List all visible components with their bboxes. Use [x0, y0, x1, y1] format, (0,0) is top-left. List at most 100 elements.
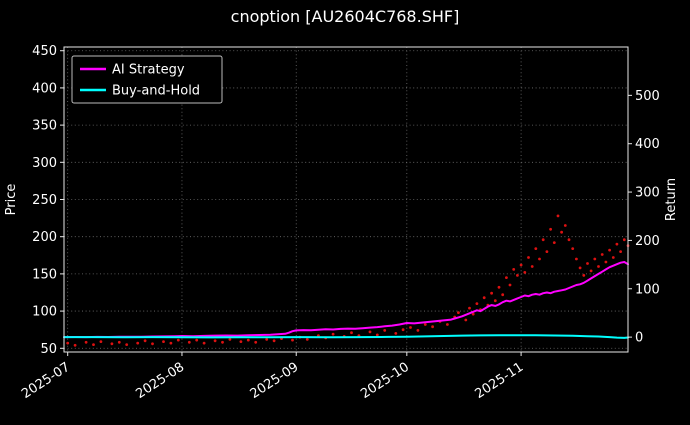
scatter-point: [202, 341, 206, 345]
scatter-point: [431, 325, 434, 329]
y-axis-label-right: Return: [664, 178, 679, 221]
y-right-tick-label: 400: [635, 137, 660, 152]
y-left-tick-label: 400: [32, 81, 57, 96]
scatter-point: [265, 338, 269, 341]
scatter-point: [221, 340, 224, 344]
scatter-point: [195, 338, 199, 342]
scatter-point: [457, 311, 460, 314]
scatter-point: [92, 343, 95, 346]
scatter-point: [246, 338, 250, 342]
legend-label: Buy-and-Hold: [112, 84, 200, 99]
scatter-point: [151, 342, 154, 346]
scatter-point: [368, 330, 372, 334]
scatter-point: [239, 340, 243, 343]
y-left-tick-label: 200: [32, 230, 57, 245]
scatter-point: [423, 323, 427, 326]
scatter-point: [446, 323, 449, 326]
scatter-point: [464, 318, 468, 322]
scatter-point: [331, 332, 335, 336]
scatter-point: [375, 333, 379, 337]
x-tick-label: 2025-08: [133, 360, 187, 402]
scatter-point: [254, 340, 258, 344]
scatter-point: [409, 326, 412, 329]
x-tick-label: 2025-07: [19, 360, 73, 402]
scatter-point: [228, 338, 232, 341]
scatter-point: [545, 250, 549, 254]
scatter-point: [523, 271, 527, 274]
scatter-point: [622, 238, 626, 242]
scatter-point: [291, 338, 294, 342]
scatter-point: [272, 339, 276, 343]
scatter-point: [401, 328, 405, 332]
scatter-point: [73, 343, 77, 347]
scatter-point: [578, 266, 582, 270]
scatter-point: [534, 247, 538, 251]
scatter-point: [394, 332, 398, 335]
scatter-point: [508, 283, 512, 287]
y-right-tick-label: 100: [635, 282, 660, 297]
scatter-point: [549, 227, 552, 231]
scatter-point: [586, 262, 589, 265]
scatter-point: [593, 257, 597, 261]
scatter-point: [66, 341, 70, 345]
scatter-point: [519, 263, 523, 267]
scatter-point: [501, 293, 505, 297]
scatter-point: [600, 253, 604, 256]
scatter-point: [530, 265, 534, 268]
scatter-point: [383, 329, 387, 332]
scatter-point: [117, 340, 121, 344]
x-tick-label: 2025-10: [358, 360, 412, 402]
y-right-tick-label: 500: [635, 89, 660, 104]
scatter-point: [493, 299, 497, 303]
scatter-point: [552, 241, 556, 245]
series-line-ai-strategy: [63, 261, 629, 339]
scatter-point: [169, 341, 173, 345]
scatter-point: [541, 238, 545, 242]
scatter-point: [619, 250, 622, 254]
scatter-point: [213, 339, 217, 343]
x-tick-label: 2025-11: [473, 360, 527, 402]
y-right-tick-label: 0: [635, 331, 643, 346]
scatter-point: [527, 256, 530, 259]
legend: [71, 55, 223, 104]
y-left-tick-label: 100: [32, 305, 57, 320]
scatter-point: [615, 242, 619, 246]
x-tick-label: 2025-09: [248, 360, 302, 402]
scatter-point: [482, 296, 486, 300]
scatter-point: [475, 302, 479, 305]
scatter-point: [125, 343, 129, 346]
scatter-point: [176, 338, 180, 342]
scatter-point: [490, 291, 493, 295]
scatter-point: [512, 268, 516, 271]
scatter-point: [538, 257, 541, 261]
chart-title: cnoption [AU2604C768.SHF]: [231, 7, 460, 26]
scatter-point: [471, 312, 475, 316]
scatter-point: [497, 285, 501, 289]
y-left-tick-label: 150: [32, 267, 57, 282]
scatter-point: [608, 248, 611, 252]
scatter-point: [597, 265, 600, 268]
y-left-tick-label: 50: [40, 342, 57, 357]
scatter-point: [505, 276, 508, 279]
scatter-point: [516, 274, 519, 277]
scatter-point: [560, 230, 563, 234]
scatter-point: [136, 341, 140, 345]
scatter-point: [575, 257, 578, 261]
scatter-point: [611, 256, 615, 259]
scatter-point: [416, 329, 420, 332]
scatter-point: [571, 247, 575, 251]
y-left-tick-label: 350: [32, 119, 57, 134]
scatter-point: [305, 338, 309, 341]
y-right-tick-label: 200: [635, 234, 660, 249]
scatter-point: [187, 340, 191, 344]
scatter-point: [84, 340, 88, 344]
y-left-tick-label: 300: [32, 156, 57, 171]
scatter-point: [604, 260, 608, 264]
scatter-point: [582, 274, 586, 277]
scatter-point: [468, 306, 471, 310]
y-left-tick-label: 250: [32, 193, 57, 208]
scatter-point: [567, 238, 571, 242]
scatter-point: [563, 224, 567, 227]
